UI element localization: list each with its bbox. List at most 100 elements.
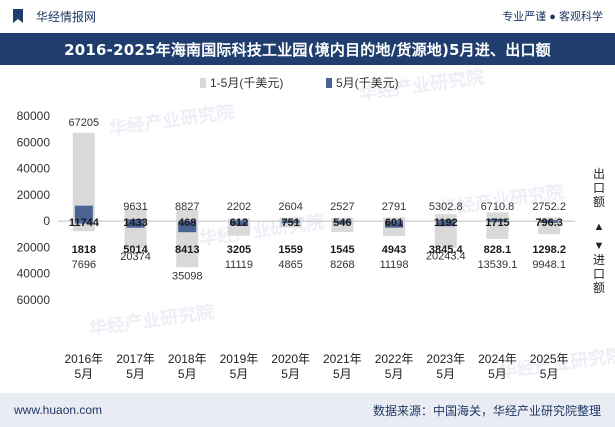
x-tick-label: 2019年 5月 bbox=[220, 352, 259, 381]
y-tick-label: 60000 bbox=[17, 293, 51, 307]
watermark-text: 华经产业研究院 bbox=[198, 211, 326, 250]
legend-swatch bbox=[326, 78, 332, 88]
bar-monthly-import bbox=[385, 221, 404, 228]
label-cumulative-export: 2202 bbox=[227, 201, 251, 213]
label-monthly-import: 828.1 bbox=[484, 244, 512, 256]
bar-monthly-export bbox=[385, 220, 404, 222]
label-cumulative-import: 11119 bbox=[225, 259, 253, 271]
footer: www.huaon.com 数据来源：中国海关，华经产业研究院整理 bbox=[0, 393, 615, 427]
y-tick-label: 20000 bbox=[17, 240, 51, 254]
title-bar: 2016-2025年海南国际科技工业园(境内目的地/货源地)5月进、出口额 bbox=[0, 33, 615, 65]
bar-cumulative-import bbox=[279, 221, 302, 228]
bar-cumulative-export bbox=[331, 217, 354, 222]
label-monthly-export: 601 bbox=[385, 217, 403, 229]
side-labels: 出口额▲▼进口额 bbox=[593, 167, 605, 295]
y-tick-label: 40000 bbox=[17, 162, 51, 176]
x-tick-label: 2025年 5月 bbox=[530, 352, 569, 381]
x-tick-label: 2018年 5月 bbox=[168, 352, 207, 381]
watermark-text: 华经产业研究院 bbox=[88, 301, 216, 340]
website-link[interactable]: www.huaon.com bbox=[14, 403, 103, 417]
down-arrow-icon: ▼ bbox=[594, 240, 605, 252]
legend-label: 5月(千美元) bbox=[336, 76, 399, 90]
label-monthly-import: 3205 bbox=[227, 244, 251, 256]
brand: 华经情报网 bbox=[0, 8, 96, 25]
label-cumulative-export: 2752.2 bbox=[532, 201, 566, 213]
bar-cumulative-export bbox=[486, 212, 509, 222]
label-monthly-import: 1818 bbox=[72, 244, 96, 256]
label-cumulative-import: 20243.4 bbox=[426, 251, 466, 263]
bars bbox=[72, 132, 561, 268]
label-monthly-export: 11744 bbox=[69, 217, 100, 229]
side-export-char: 口 bbox=[593, 181, 605, 195]
bar-cumulative-export bbox=[538, 217, 561, 222]
label-monthly-export: 796.3 bbox=[535, 217, 563, 229]
legend-label: 1-5月(千美元) bbox=[210, 76, 283, 90]
y-tick-label: 60000 bbox=[17, 135, 51, 149]
bar-monthly-import bbox=[333, 221, 352, 224]
bar-monthly-export bbox=[488, 218, 507, 222]
bar-cumulative-import bbox=[176, 221, 199, 268]
label-cumulative-import: 35098 bbox=[172, 270, 203, 282]
y-tick-label: 80000 bbox=[17, 109, 51, 123]
bar-monthly-import bbox=[281, 221, 300, 224]
up-arrow-icon: ▲ bbox=[594, 221, 605, 233]
bar-monthly-export bbox=[436, 219, 455, 222]
bar-monthly-export bbox=[540, 220, 559, 222]
label-monthly-export: 751 bbox=[281, 217, 299, 229]
label-monthly-import: 1545 bbox=[330, 244, 354, 256]
label-cumulative-export: 67205 bbox=[69, 117, 100, 129]
bar-monthly-import bbox=[436, 221, 455, 227]
chart-title: 2016-2025年海南国际科技工业园(境内目的地/货源地)5月进、出口额 bbox=[64, 40, 551, 59]
label-monthly-export: 1433 bbox=[123, 217, 147, 229]
label-monthly-import: 3845.4 bbox=[429, 244, 464, 256]
label-monthly-export: 546 bbox=[333, 217, 351, 229]
bar-monthly-import bbox=[74, 221, 93, 224]
label-monthly-import: 8413 bbox=[175, 244, 199, 256]
bar-cumulative-import bbox=[331, 221, 354, 233]
bar-monthly-export bbox=[333, 220, 352, 222]
x-tick-label: 2022年 5月 bbox=[375, 352, 414, 381]
x-tick-label: 2024年 5月 bbox=[478, 352, 517, 381]
bar-cumulative-export bbox=[124, 208, 147, 222]
tagline: 专业严谨 ● 客观科学 bbox=[502, 11, 603, 23]
x-tick-label: 2023年 5月 bbox=[426, 352, 465, 381]
bar-monthly-import bbox=[540, 221, 559, 223]
bar-cumulative-export bbox=[279, 217, 302, 222]
y-tick-label: 40000 bbox=[17, 267, 51, 281]
label-cumulative-import: 4865 bbox=[278, 259, 302, 271]
bar-cumulative-export bbox=[176, 209, 199, 222]
bar-cumulative-export bbox=[434, 214, 457, 222]
x-tick-label: 2016年 5月 bbox=[64, 352, 103, 381]
bar-monthly-export bbox=[281, 220, 300, 222]
bar-monthly-export bbox=[126, 219, 145, 222]
side-import-char: 口 bbox=[593, 267, 605, 281]
watermark-text: 华经产业研究院 bbox=[108, 101, 236, 140]
legend-swatch bbox=[200, 78, 206, 88]
bar-cumulative-import bbox=[124, 221, 147, 248]
side-import-char: 额 bbox=[593, 281, 605, 295]
legend: 1-5月(千美元) 5月(千美元) bbox=[200, 76, 399, 90]
bar-cumulative-export bbox=[383, 217, 406, 222]
bar-monthly-export bbox=[74, 205, 93, 222]
bar-cumulative-export bbox=[227, 218, 250, 222]
side-import-char: 进 bbox=[593, 253, 605, 267]
axes: 80000 60000 40000 20000 0 20000 40000 60000 2016… bbox=[17, 109, 569, 381]
label-monthly-export: 612 bbox=[230, 217, 248, 229]
label-monthly-import: 1559 bbox=[278, 244, 302, 256]
label-cumulative-export: 8827 bbox=[175, 201, 199, 213]
label-monthly-export: 468 bbox=[178, 217, 196, 229]
bar-monthly-import bbox=[229, 221, 248, 226]
label-monthly-export: 1715 bbox=[485, 217, 509, 229]
label-cumulative-export: 6710.8 bbox=[481, 201, 515, 213]
label-monthly-import: 5014 bbox=[123, 244, 148, 256]
brand-name: 华经情报网 bbox=[36, 9, 97, 24]
bar-monthly-import bbox=[126, 221, 145, 228]
label-monthly-export: 1192 bbox=[434, 217, 458, 229]
x-tick-label: 2017年 5月 bbox=[116, 352, 155, 381]
label-monthly-import: 4943 bbox=[382, 244, 406, 256]
label-cumulative-import: 8268 bbox=[330, 259, 354, 271]
bar-monthly-export bbox=[178, 220, 197, 222]
label-monthly-import: 1298.2 bbox=[532, 244, 566, 256]
